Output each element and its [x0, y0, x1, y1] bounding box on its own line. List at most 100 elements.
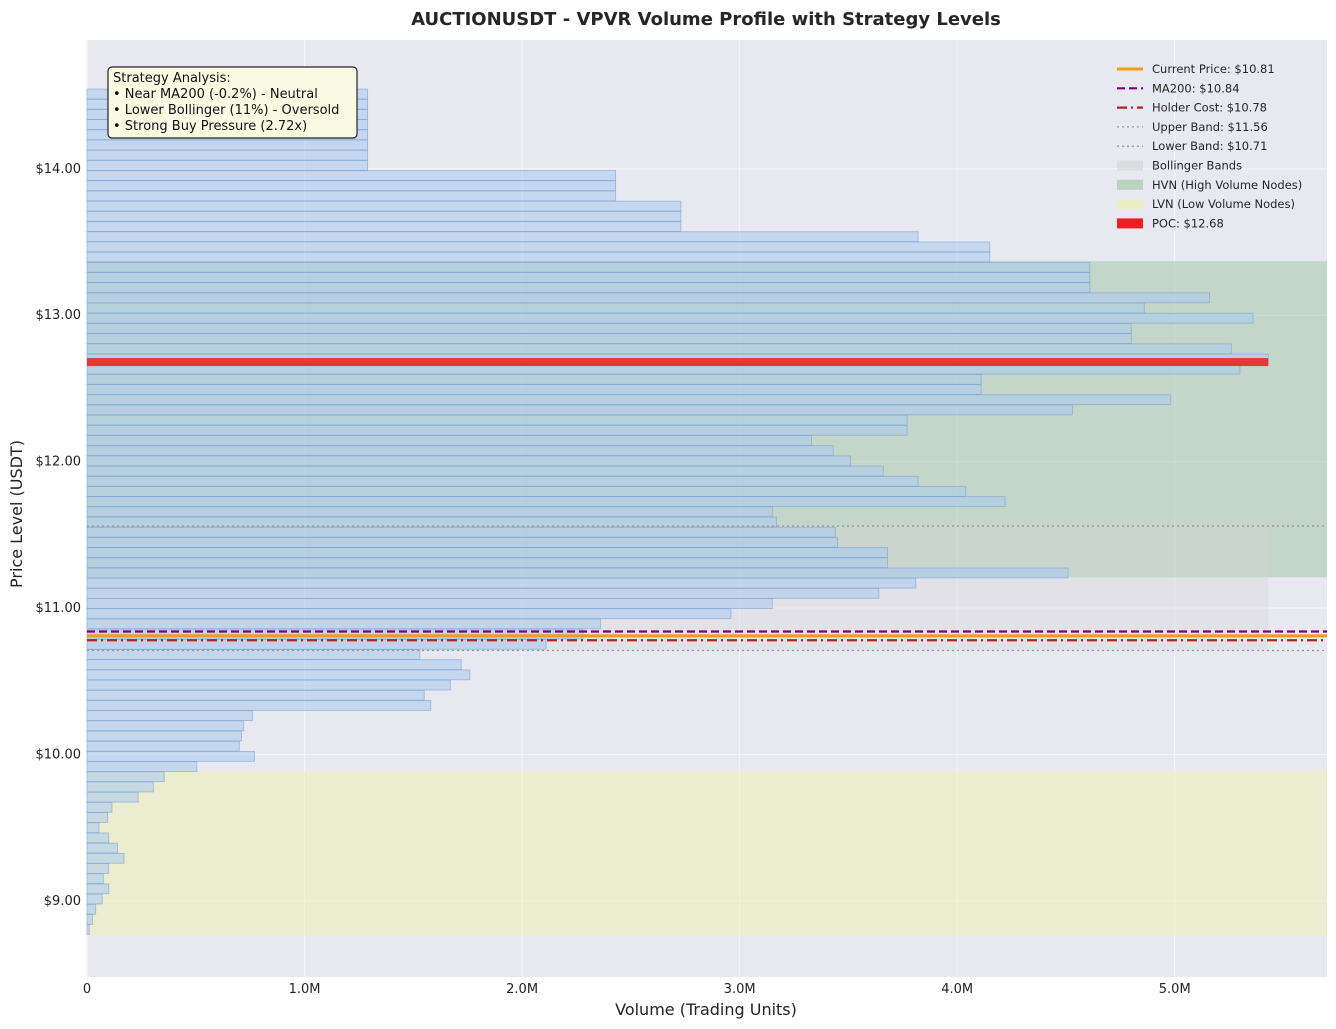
x-tick-label: 4.0M	[941, 982, 973, 997]
volume-bar	[86, 761, 198, 772]
volume-bar	[86, 873, 104, 884]
volume-bar	[86, 424, 908, 436]
volume-bar	[86, 475, 919, 487]
volume-bar	[86, 455, 851, 467]
x-tick-label: 1.0M	[289, 982, 321, 997]
volume-bar	[86, 404, 1073, 416]
y-tick-label: $10.00	[36, 747, 82, 762]
volume-bar	[86, 149, 369, 161]
legend-label-bollinger: Bollinger Bands	[1152, 159, 1242, 173]
volume-bar	[86, 200, 682, 212]
volume-bar	[86, 302, 1145, 314]
volume-bar	[86, 394, 1171, 406]
volume-bar	[86, 312, 1254, 324]
x-axis-label: Volume (Trading Units)	[615, 1000, 797, 1019]
legend-swatch-hvn	[1117, 179, 1143, 190]
volume-bar	[86, 924, 90, 935]
volume-bar	[86, 852, 125, 864]
legend-label-lower-band: Lower Band: $10.71	[1152, 139, 1267, 153]
volume-bar	[86, 333, 1132, 344]
volume-bar	[86, 883, 110, 895]
volume-bar	[86, 700, 432, 711]
volume-bar	[86, 863, 110, 874]
strategy-level-lines	[87, 358, 1327, 652]
volume-bar	[86, 730, 242, 742]
legend: Current Price: $10.81 MA200: $10.84 Holder…	[1117, 62, 1302, 230]
volume-bar	[86, 771, 165, 783]
x-tick-label: 0	[83, 982, 91, 997]
volume-bar	[86, 190, 617, 202]
legend-label-upper-band: Upper Band: $11.56	[1152, 120, 1268, 134]
volume-bar	[86, 608, 732, 620]
volume-bar	[86, 893, 103, 905]
volume-bar	[86, 435, 812, 446]
volume-bar	[86, 832, 110, 844]
legend-label-current-price: Current Price: $10.81	[1152, 62, 1275, 76]
volume-bar	[86, 170, 617, 181]
volume-bar	[86, 486, 967, 497]
volume-bar	[86, 343, 1232, 355]
volume-bar	[86, 323, 1132, 334]
y-tick-label: $14.00	[36, 162, 82, 177]
volume-bar	[86, 414, 908, 426]
lvn-zone	[87, 770, 1327, 937]
volume-bar	[86, 801, 113, 813]
volume-bar	[86, 384, 982, 395]
volume-bar	[86, 160, 369, 171]
volume-bar	[86, 659, 462, 671]
volume-bar	[86, 669, 471, 681]
volume-bar	[86, 781, 154, 793]
volume-bar	[86, 282, 1091, 293]
legend-label-poc: POC: $12.68	[1152, 216, 1224, 230]
volume-bar	[86, 903, 97, 915]
volume-bar	[86, 587, 880, 599]
legend-label-holder-cost: Holder Cost: $10.78	[1152, 101, 1267, 115]
y-tick-label: $12.00	[36, 455, 82, 470]
volume-bar	[86, 139, 369, 151]
annotation-line: • Near MA200 (-0.2%) - Neutral	[113, 87, 318, 102]
volume-bar	[86, 679, 451, 691]
volume-bar	[86, 231, 919, 243]
annotation-title: Strategy Analysis:	[113, 71, 231, 86]
volume-bar	[86, 842, 118, 854]
volume-bar	[86, 241, 991, 253]
x-tick-label: 3.0M	[724, 982, 756, 997]
volume-bar	[86, 506, 773, 518]
volume-bar	[86, 720, 245, 732]
volume-bar	[86, 374, 982, 385]
volume-bar	[86, 751, 255, 762]
x-tick-label: 5.0M	[1159, 982, 1191, 997]
volume-bar	[86, 791, 139, 803]
volume-bar	[86, 812, 109, 823]
volume-bar	[86, 689, 425, 701]
annotation-line: • Lower Bollinger (11%) - Oversold	[113, 103, 339, 118]
volume-bar	[86, 180, 617, 192]
legend-swatch-lvn	[1117, 199, 1143, 210]
volume-bar	[86, 221, 682, 232]
volume-bar	[86, 445, 834, 457]
volume-bar	[86, 557, 888, 569]
volume-bar	[86, 465, 884, 477]
volume-bar	[86, 914, 93, 925]
legend-swatch-bollinger	[1117, 160, 1143, 171]
annotation-line: • Strong Buy Pressure (2.72x)	[113, 119, 307, 134]
volume-bar	[86, 822, 100, 834]
volume-bar	[86, 210, 682, 222]
annotation-background	[107, 66, 358, 139]
volume-bar	[86, 261, 1091, 273]
volume-bar	[86, 740, 240, 752]
volume-bar	[86, 618, 601, 630]
chart-title: AUCTIONUSDT - VPVR Volume Profile with S…	[411, 9, 1001, 30]
y-tick-label: $9.00	[44, 894, 81, 909]
volume-bar	[86, 547, 888, 558]
y-tick-label: $11.00	[36, 601, 82, 616]
volume-bar	[86, 710, 253, 721]
volume-bar	[86, 272, 1091, 283]
volume-bar	[86, 292, 1210, 304]
poc-bar	[87, 358, 1269, 367]
legend-label-lvn: LVN (Low Volume Nodes)	[1152, 197, 1295, 211]
strategy-analysis-box: Strategy Analysis: • Near MA200 (-0.2%) …	[107, 66, 358, 139]
legend-label-ma200: MA200: $10.84	[1152, 81, 1240, 95]
